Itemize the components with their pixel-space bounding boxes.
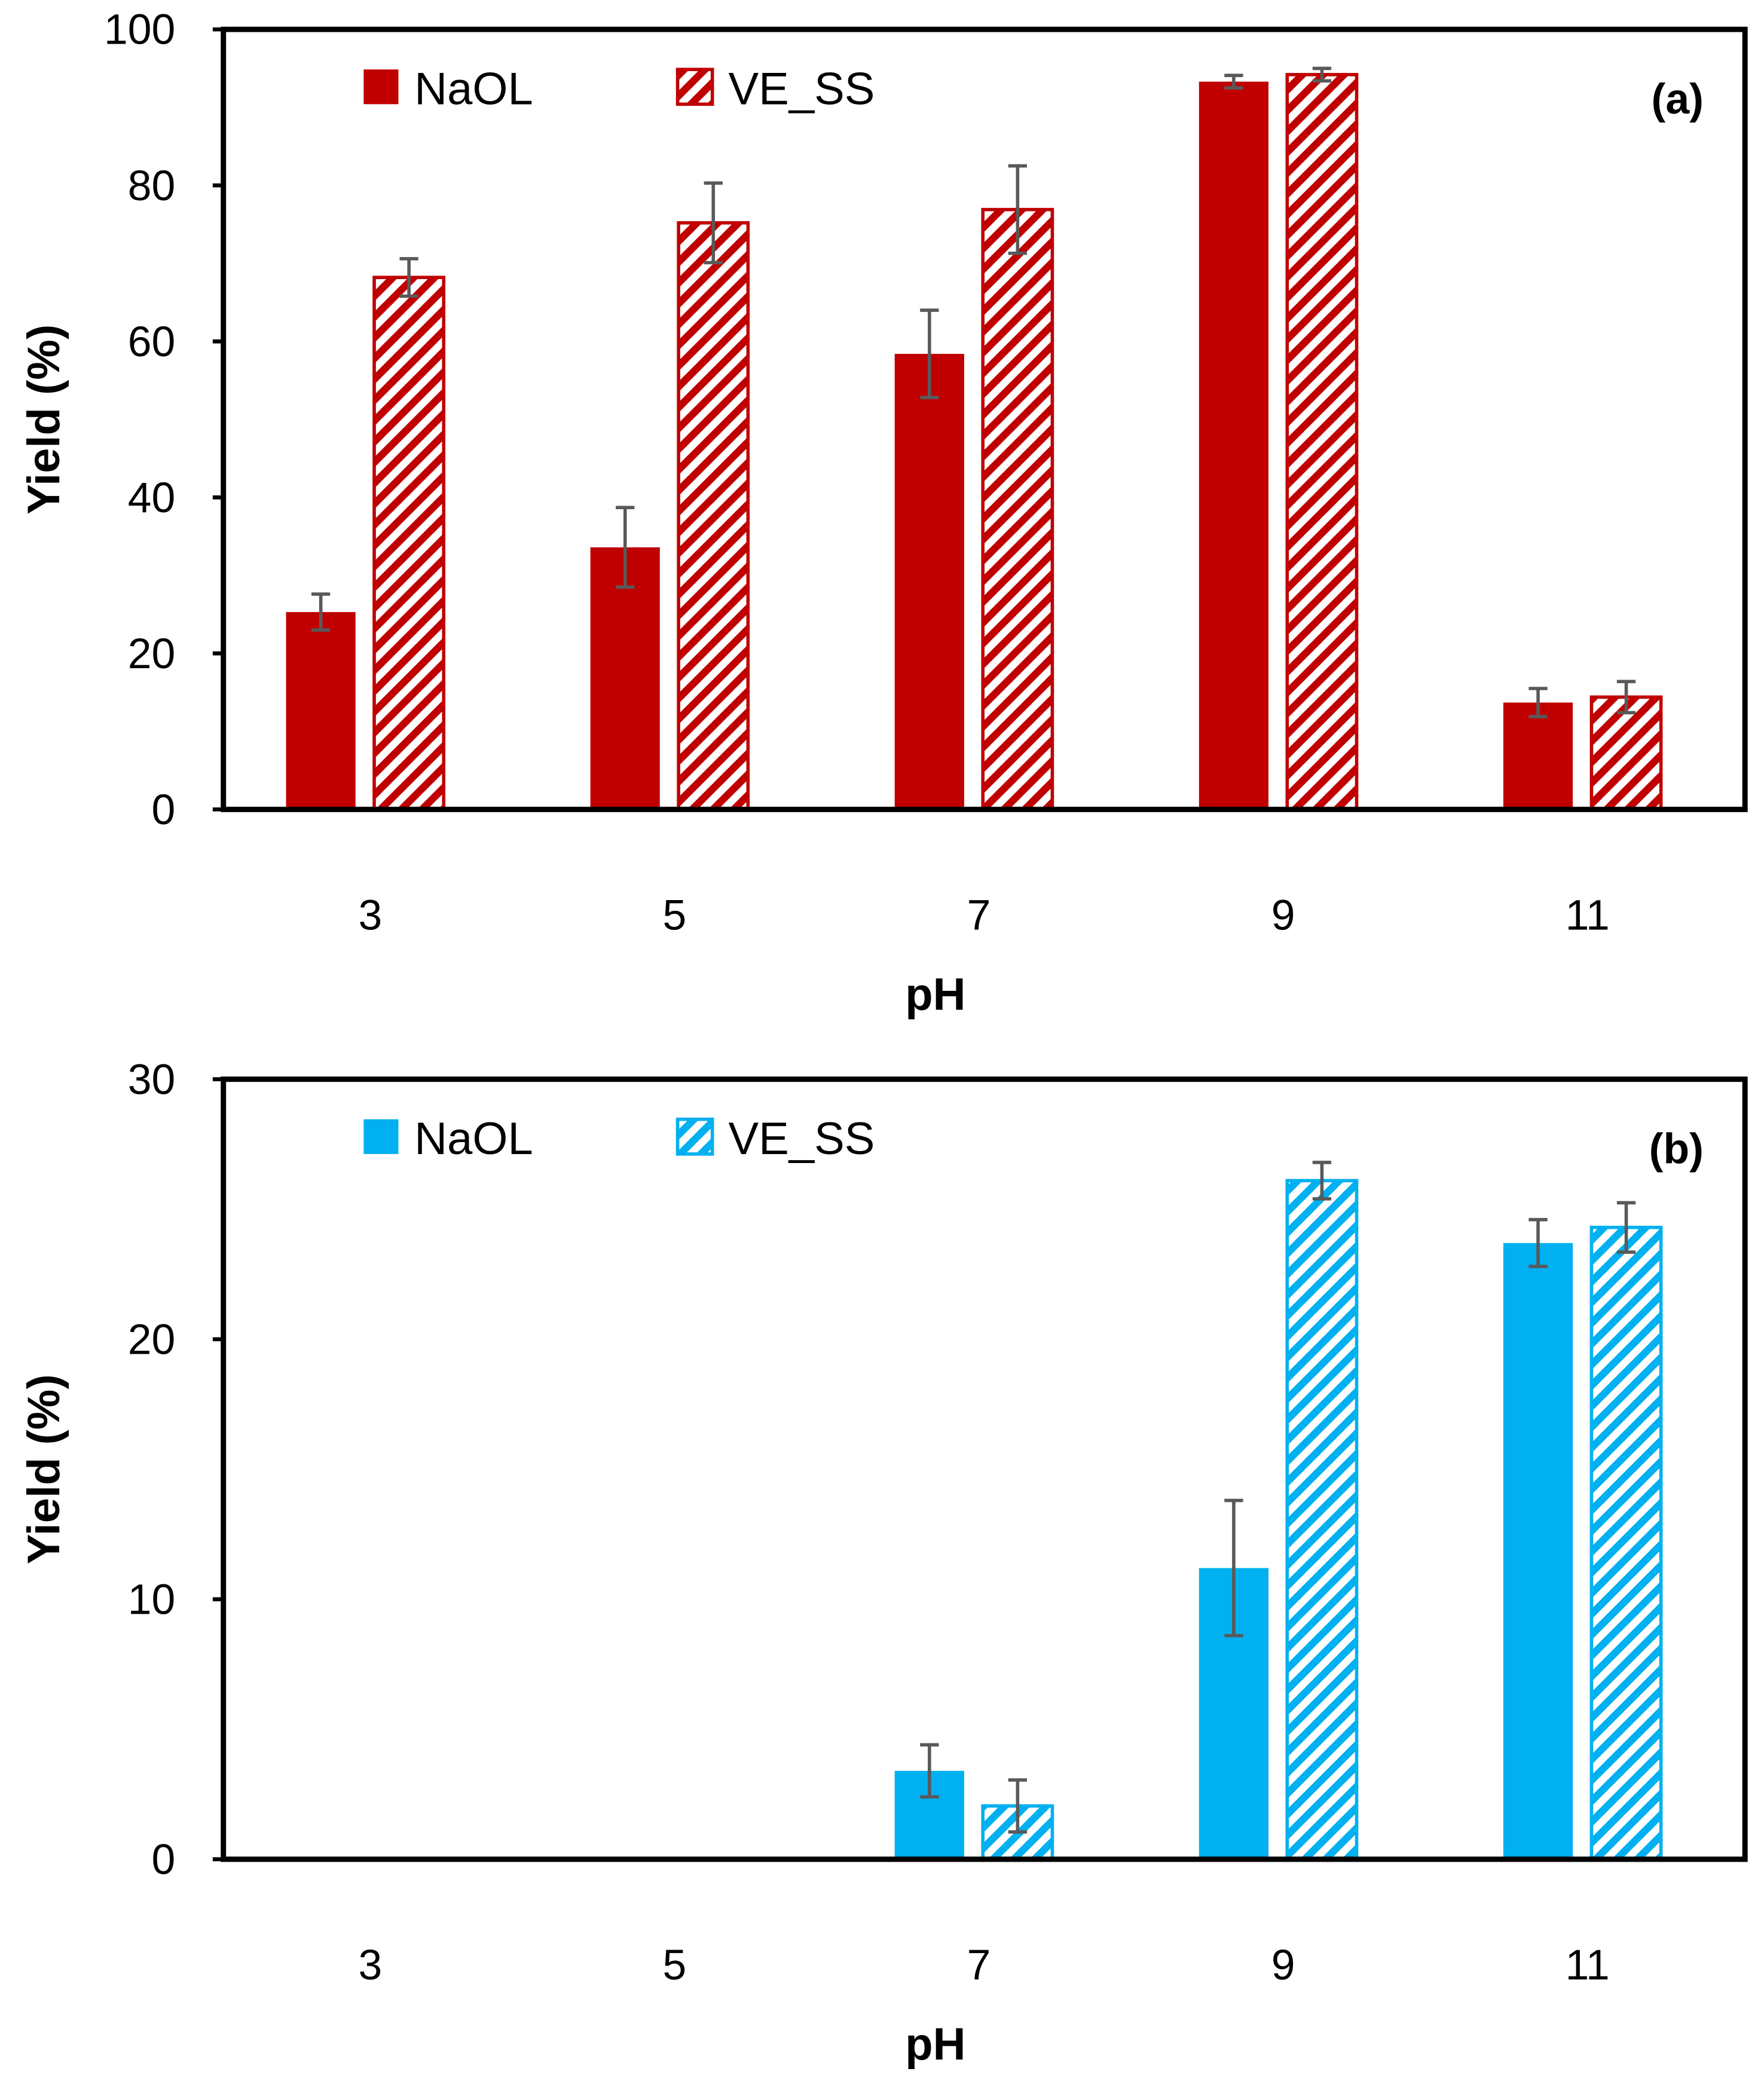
chart-panel-a: 3 5 7 9 11 0 20 40 60 80 100 pH Yield (%) (a) NaOL VE_S… xyxy=(19,6,1748,1020)
panel-label: (b) xyxy=(1649,1125,1704,1173)
y-tick-label: 100 xyxy=(104,6,175,54)
legend-label: VE_SS xyxy=(728,1113,875,1164)
x-tick-label: 3 xyxy=(358,1941,382,1989)
x-axis-label: pH xyxy=(905,969,965,1020)
bar-ve-ss-ph11 xyxy=(1589,695,1663,812)
y-tick-label: 40 xyxy=(128,474,176,522)
bar-naol-ph3 xyxy=(286,612,356,810)
plot-frame xyxy=(221,1076,1748,1862)
chart-panel-b: 3 5 7 9 11 0 10 20 30 pH Yield (%) (b) NaOL VE_SS xyxy=(19,1055,1748,2070)
y-axis-label: Yield (%) xyxy=(19,325,69,515)
panel-label: (a) xyxy=(1652,75,1704,123)
y-tick-label: 0 xyxy=(152,1835,176,1883)
bar-naol-ph9 xyxy=(1199,81,1269,810)
x-tick-label: 11 xyxy=(1566,891,1610,939)
x-tick-label: 5 xyxy=(663,1941,687,1989)
bar-ve-ss-ph11 xyxy=(1589,1225,1663,1861)
bar-naol-ph7 xyxy=(894,354,964,810)
bar-ve-ss-ph3 xyxy=(372,276,446,812)
x-tick-label: 9 xyxy=(1271,891,1295,939)
x-tick-label: 5 xyxy=(663,891,687,939)
y-tick-label: 20 xyxy=(128,1315,176,1363)
legend-swatch-naol xyxy=(363,1119,399,1154)
x-tick-label: 7 xyxy=(967,1941,991,1989)
legend-swatch-ve-ss xyxy=(675,68,714,106)
legend-swatch-naol xyxy=(363,69,399,105)
x-tick-label: 11 xyxy=(1566,1941,1610,1989)
x-tick-label: 3 xyxy=(358,891,382,939)
y-tick-label: 30 xyxy=(128,1055,176,1103)
bar-ve-ss-ph9 xyxy=(1285,1179,1359,1861)
legend-label: NaOL xyxy=(414,63,533,114)
x-axis-label: pH xyxy=(905,2019,965,2070)
y-axis-label: Yield (%) xyxy=(19,1374,69,1564)
y-tick-label: 20 xyxy=(128,630,176,678)
bar-naol-ph11 xyxy=(1503,702,1573,810)
bar-ve-ss-ph9 xyxy=(1285,73,1359,812)
bar-ve-ss-ph7 xyxy=(981,207,1054,812)
x-tick-label: 9 xyxy=(1271,1941,1295,1989)
bar-naol-ph5 xyxy=(590,547,660,810)
legend-label: NaOL xyxy=(414,1113,533,1164)
legend-swatch-ve-ss xyxy=(675,1118,714,1156)
y-tick-label: 80 xyxy=(128,162,176,210)
y-tick-label: 10 xyxy=(128,1575,176,1623)
bar-naol-ph11 xyxy=(1503,1243,1573,1859)
x-tick-label: 7 xyxy=(967,891,991,939)
y-tick-label: 0 xyxy=(152,786,176,834)
y-tick-label: 60 xyxy=(128,318,176,366)
plot-frame xyxy=(221,26,1748,812)
bar-ve-ss-ph5 xyxy=(677,221,750,812)
legend-label: VE_SS xyxy=(728,63,875,114)
